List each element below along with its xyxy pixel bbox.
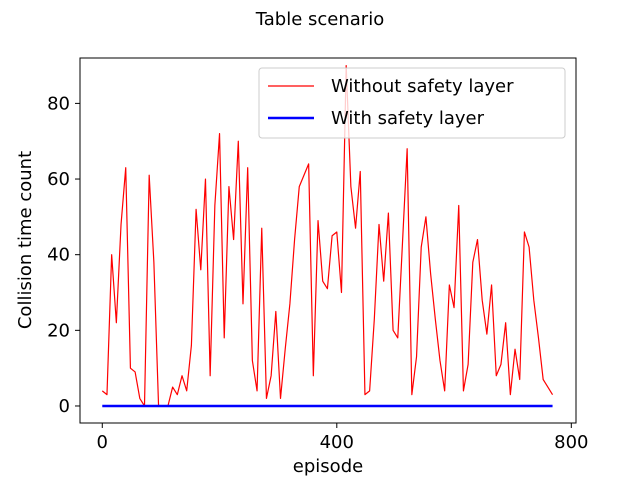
y-tick-label: 80 [47,93,70,114]
legend-label-without-safety: Without safety layer [331,76,514,97]
y-tick-label: 0 [59,396,70,417]
chart-title: Table scenario [255,9,384,30]
legend: Without safety layer With safety layer [258,67,566,139]
y-tick-label: 60 [47,169,70,190]
legend-box [258,67,566,139]
series-line-without-safety [101,64,554,407]
legend-label-with-safety: With safety layer [331,108,485,129]
y-tick-label: 40 [47,245,70,266]
x-axis-title: episode [293,456,363,477]
x-tick-label: 0 [97,432,108,453]
plot-frame [79,57,577,424]
x-tick-label: 800 [554,432,588,453]
x-tick-label: 400 [320,432,354,453]
y-axis-title: Collision time count [15,151,36,329]
y-tick-label: 20 [47,320,70,341]
